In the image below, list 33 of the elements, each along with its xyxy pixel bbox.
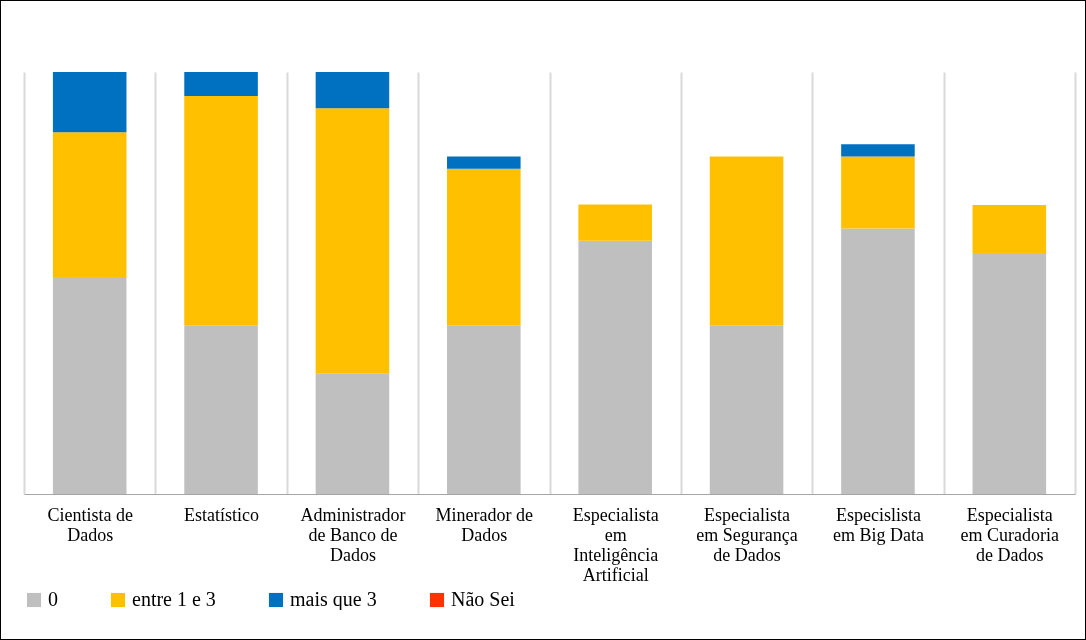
bar bbox=[578, 240, 652, 494]
bar bbox=[972, 204, 1047, 254]
legend-label: entre 1 e 3 bbox=[132, 588, 216, 610]
bar bbox=[447, 325, 521, 494]
bar bbox=[315, 373, 390, 494]
x-tick-label: Estatístico bbox=[184, 504, 260, 525]
bar bbox=[52, 277, 127, 494]
x-tick-label: Administrador de Banco de Dados bbox=[300, 504, 406, 565]
bar bbox=[709, 325, 784, 494]
bar bbox=[52, 132, 127, 278]
bar bbox=[447, 168, 521, 326]
bar bbox=[52, 72, 127, 133]
bar bbox=[315, 108, 390, 374]
x-tick-label: Especialista em Segurança de Dados bbox=[696, 504, 798, 565]
bar bbox=[841, 156, 915, 229]
bar bbox=[447, 156, 521, 169]
bar bbox=[841, 144, 915, 157]
bar bbox=[184, 96, 258, 326]
x-tick-label: Especislista em Big Data bbox=[832, 504, 924, 545]
bar bbox=[841, 228, 915, 494]
bar bbox=[709, 156, 784, 326]
x-tick-label: Especialista em Curadoria de Dados bbox=[960, 504, 1060, 565]
x-tick-label: Especialista em Inteligência Artificial bbox=[572, 504, 659, 585]
bar bbox=[184, 325, 258, 494]
bar bbox=[972, 253, 1047, 494]
legend-label: Não Sei bbox=[451, 588, 516, 610]
legend-label: mais que 3 bbox=[290, 588, 377, 611]
bar bbox=[315, 72, 390, 109]
bar bbox=[578, 204, 652, 241]
bar bbox=[184, 72, 258, 97]
x-tick-label: Minerador de Dados bbox=[435, 504, 534, 545]
x-tick-label: Cientista de Dados bbox=[47, 504, 133, 545]
legend-label: 0 bbox=[48, 588, 58, 610]
